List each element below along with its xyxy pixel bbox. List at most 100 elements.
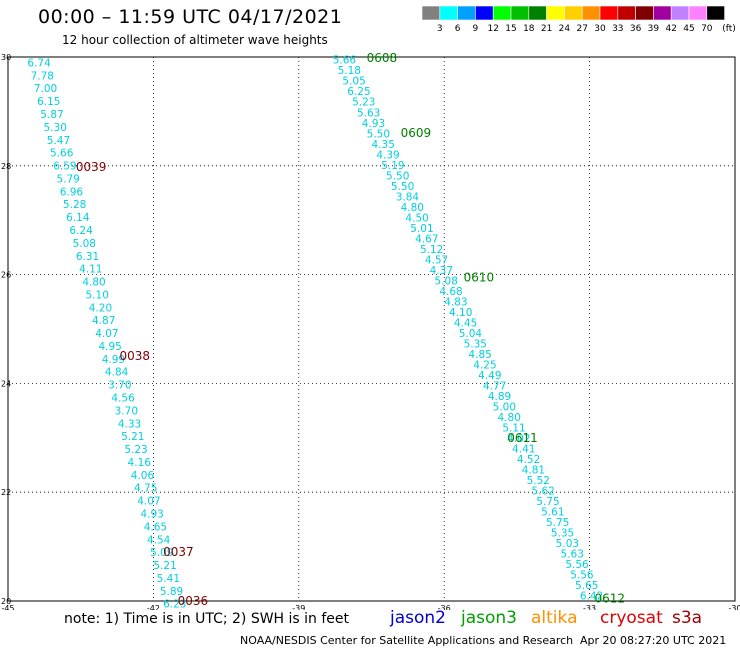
swh-value-label: 4.68: [439, 286, 462, 298]
swh-value-label: 4.75: [134, 483, 157, 495]
time-label: 0612: [594, 591, 625, 605]
swh-value-label: 5.50: [391, 181, 414, 193]
swh-value-label: 4.95: [98, 341, 121, 353]
legend-jason3: jason3: [461, 608, 517, 628]
swh-value-label: 5.41: [157, 573, 180, 585]
time-label: 0610: [464, 270, 495, 284]
credit-line: NOAA/NESDIS Center for Satellite Applica…: [240, 634, 574, 647]
swh-value-label: 5.30: [44, 122, 67, 134]
units-note: note: 1) Time is in UTC; 2) SWH is in fe…: [64, 611, 350, 627]
colorbar-tick-label: 15: [505, 24, 516, 34]
swh-value-label: 7.00: [34, 83, 57, 95]
swh-value-label: 5.08: [73, 238, 96, 250]
swh-value-label: 4.80: [498, 412, 521, 424]
swh-value-label: 4.84: [105, 367, 129, 379]
swh-value-label: 5.65: [575, 580, 598, 592]
swh-value-label: 4.10: [449, 307, 472, 319]
swh-value-label: 4.83: [444, 296, 467, 308]
swh-value-label: 5.04: [459, 328, 483, 340]
swh-value-label: 6.74: [27, 57, 51, 69]
legend-cryosat: cryosat: [600, 608, 663, 628]
swh-value-label: 4.99: [102, 354, 125, 366]
swh-value-label: 5.09: [150, 547, 173, 559]
swh-value-label: 4.67: [415, 233, 438, 245]
swh-value-label: 5.52: [527, 475, 550, 487]
y-tick-label: 22: [1, 488, 11, 497]
swh-value-label: 5.50: [386, 170, 409, 182]
swh-value-label: 5.21: [121, 431, 144, 443]
swh-value-label: 4.07: [137, 496, 160, 508]
swh-value-label: 3.70: [115, 405, 138, 417]
swh-value-label: 4.02: [507, 433, 530, 445]
swh-value-label: 4.80: [82, 277, 105, 289]
time-label: 0039: [76, 160, 107, 174]
chart-subtitle: 12 hour collection of altimeter wave hei…: [62, 33, 328, 47]
swh-value-label: 3.70: [108, 380, 131, 392]
swh-value-label: 4.80: [401, 202, 424, 214]
swh-value-label: 4.35: [372, 139, 395, 151]
swh-value-label: 6.31: [76, 251, 99, 263]
generated-timestamp: Apr 20 08:27:20 UTC 2021: [580, 634, 727, 647]
colorbar-tick-label: 12: [487, 24, 498, 34]
swh-value-label: 5.19: [381, 160, 404, 172]
legend-jason2: jason2: [390, 608, 446, 628]
swh-value-label: 6.96: [60, 186, 84, 198]
swh-value-label: 5.61: [541, 507, 564, 519]
swh-value-label: 5.05: [342, 76, 365, 88]
altimeter-map-plot: -45 -42 -39 -36 -33 -30 20 22 24 26 28 30 6.747.787.…: [1, 51, 740, 610]
y-tick-label: 20: [1, 597, 11, 606]
swh-value-label: 5.18: [338, 65, 361, 77]
x-tick-label: -39: [292, 604, 305, 610]
swh-value-label: 4.50: [405, 212, 428, 224]
swh-value-label: 5.63: [357, 107, 380, 119]
y-tick-label: 26: [1, 271, 11, 280]
swh-value-label: 4.81: [522, 464, 545, 476]
time-label: 0608: [367, 51, 398, 65]
colorbar-tick-label: 9: [473, 24, 479, 34]
swh-value-label: 4.85: [468, 349, 491, 361]
swh-value-label: 4.56: [111, 393, 135, 405]
swh-value-label: 4.45: [454, 317, 477, 329]
swh-value-label: 5.28: [63, 199, 86, 211]
swh-value-label: 5.03: [556, 538, 579, 550]
swh-value-label: 5.11: [502, 422, 525, 434]
swh-value-label: 5.79: [56, 173, 79, 185]
swh-value-label: 4.11: [79, 264, 102, 276]
swh-value-label: 5.50: [367, 128, 390, 140]
y-tick-label: 28: [1, 162, 11, 171]
swh-value-label: 6.23: [163, 599, 186, 610]
swh-value-label: 6.42: [580, 591, 603, 603]
time-label: 0611: [507, 431, 538, 445]
swh-value-label: 4.25: [473, 359, 496, 371]
colorbar-tick-label: 70: [701, 24, 713, 34]
y-tick-label: 24: [1, 379, 11, 388]
swh-value-label: 3.84: [396, 191, 420, 203]
swh-value-label: 5.35: [551, 528, 574, 540]
x-tick-label: -42: [147, 604, 160, 610]
time-label: 0038: [119, 349, 150, 363]
swh-value-label: 4.06: [131, 470, 155, 482]
colorbar-tick-label: 39: [648, 24, 660, 34]
swh-value-label: 6.25: [347, 86, 370, 98]
swh-value-label: 5.00: [493, 401, 516, 413]
swh-value-label: 5.08: [435, 275, 458, 287]
colorbar-tick-label: 24: [559, 24, 571, 34]
time-label: 0036: [178, 594, 209, 608]
x-tick-label: -36: [438, 604, 451, 610]
colorbar-tick-label: 33: [612, 24, 623, 34]
swh-value-label: 4.87: [92, 315, 115, 327]
plot-frame: [7, 56, 736, 602]
swh-value-label: 4.57: [425, 254, 448, 266]
swh-value-label: 5.62: [531, 485, 554, 497]
swh-value-label: 4.41: [512, 443, 535, 455]
colorbar-tick-label: 36: [630, 24, 642, 34]
x-tick-label: -45: [1, 604, 14, 610]
swh-value-label: 5.87: [40, 109, 63, 121]
colorbar-tick-label: 3: [437, 24, 443, 34]
swh-value-label: 5.75: [536, 496, 559, 508]
colorbar-tick-label: 45: [683, 24, 694, 34]
swh-value-label: 4.89: [488, 391, 511, 403]
swh-value-label: 6.59: [53, 161, 76, 173]
swh-value-label: 6.14: [66, 212, 90, 224]
swh-value-label: 5.10: [86, 289, 109, 301]
